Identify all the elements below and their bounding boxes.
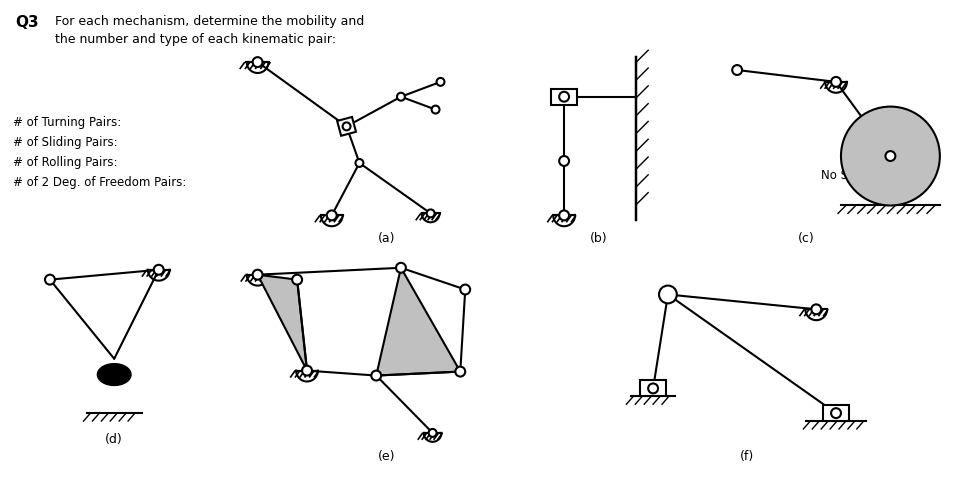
Polygon shape bbox=[337, 117, 356, 136]
Circle shape bbox=[559, 92, 569, 102]
Circle shape bbox=[732, 65, 742, 75]
Bar bbox=[640, 380, 666, 396]
Circle shape bbox=[559, 210, 569, 220]
Circle shape bbox=[831, 408, 841, 418]
Circle shape bbox=[397, 93, 405, 101]
Text: # of 2 Deg. of Freedom Pairs:: # of 2 Deg. of Freedom Pairs: bbox=[14, 176, 186, 189]
Circle shape bbox=[437, 78, 445, 86]
Text: Q3: Q3 bbox=[16, 15, 39, 30]
Text: (f): (f) bbox=[740, 450, 754, 463]
Circle shape bbox=[559, 156, 569, 166]
Polygon shape bbox=[97, 364, 131, 385]
Circle shape bbox=[252, 270, 262, 280]
Circle shape bbox=[327, 210, 337, 220]
Circle shape bbox=[302, 366, 312, 375]
Circle shape bbox=[426, 209, 435, 217]
Circle shape bbox=[45, 275, 55, 285]
Circle shape bbox=[355, 159, 363, 167]
Circle shape bbox=[396, 263, 406, 273]
Circle shape bbox=[252, 57, 262, 67]
Text: No Slip: No Slip bbox=[821, 169, 885, 201]
Circle shape bbox=[812, 305, 821, 314]
Circle shape bbox=[455, 367, 465, 376]
Bar bbox=[823, 405, 849, 421]
Circle shape bbox=[841, 107, 940, 205]
Text: (a): (a) bbox=[378, 232, 395, 245]
Circle shape bbox=[153, 265, 164, 275]
Polygon shape bbox=[376, 268, 460, 375]
Circle shape bbox=[428, 429, 437, 437]
Bar bbox=[552, 89, 577, 105]
Circle shape bbox=[649, 383, 658, 393]
Text: # of Rolling Pairs:: # of Rolling Pairs: bbox=[14, 156, 117, 169]
Text: For each mechanism, determine the mobility and
the number and type of each kinem: For each mechanism, determine the mobili… bbox=[55, 15, 364, 46]
Circle shape bbox=[371, 371, 382, 380]
Circle shape bbox=[831, 77, 841, 87]
Text: # of Turning Pairs:: # of Turning Pairs: bbox=[14, 117, 121, 129]
Circle shape bbox=[432, 106, 440, 114]
Text: (d): (d) bbox=[105, 433, 123, 446]
Text: (e): (e) bbox=[378, 450, 395, 463]
Circle shape bbox=[343, 123, 351, 130]
Text: (b): (b) bbox=[590, 232, 608, 245]
Circle shape bbox=[886, 151, 895, 161]
Circle shape bbox=[659, 286, 677, 304]
Text: # of Sliding Pairs:: # of Sliding Pairs: bbox=[14, 136, 117, 149]
Circle shape bbox=[292, 275, 302, 285]
Polygon shape bbox=[257, 275, 307, 371]
Circle shape bbox=[460, 285, 470, 295]
Text: (c): (c) bbox=[798, 232, 815, 245]
